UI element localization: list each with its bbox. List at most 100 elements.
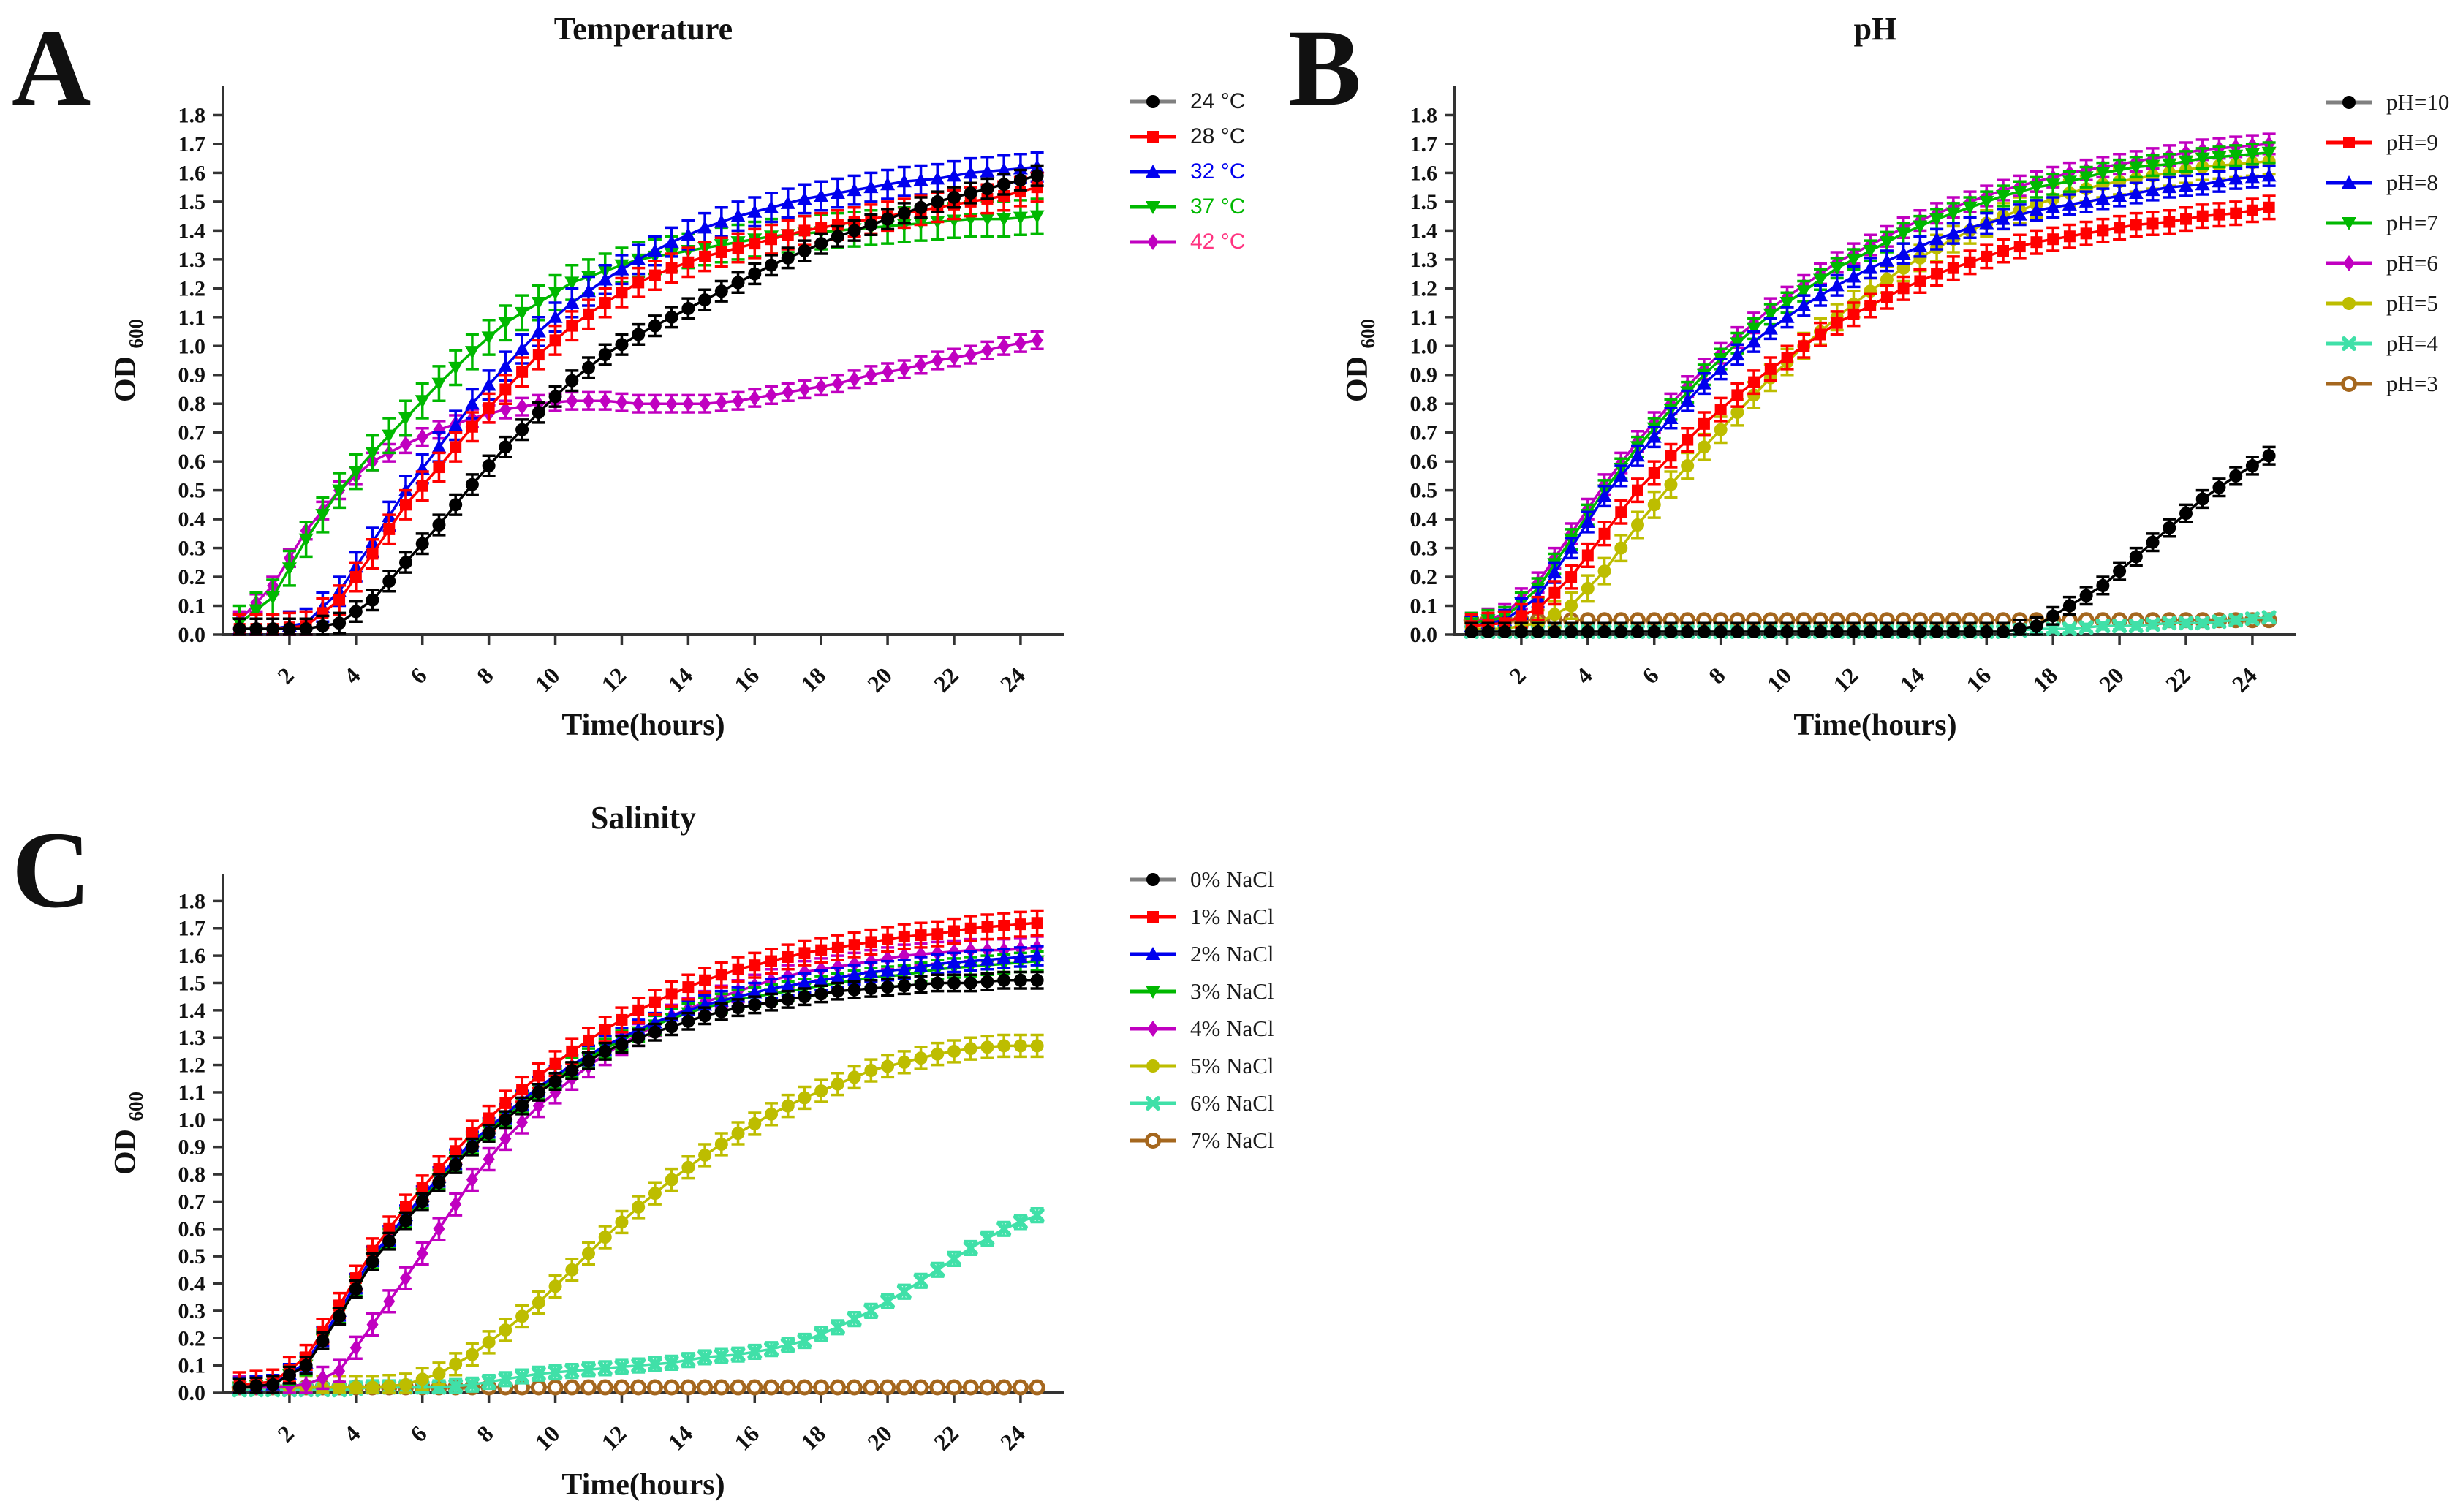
triangle-up-marker xyxy=(581,284,596,298)
circle-marker xyxy=(1030,169,1044,183)
open-circle-marker xyxy=(929,1379,946,1396)
triangle-up-marker xyxy=(2195,177,2210,191)
triangle-down-marker xyxy=(2112,164,2127,178)
circle-marker xyxy=(1030,1039,1044,1053)
open-circle-marker xyxy=(880,1379,896,1396)
open-circle-marker xyxy=(1145,1133,1161,1149)
circle-marker xyxy=(482,1127,496,1140)
circle-marker xyxy=(415,1195,429,1209)
circle-marker xyxy=(2096,578,2110,592)
square-marker xyxy=(831,219,844,231)
x-marker xyxy=(797,1334,812,1348)
diamond-legend-icon xyxy=(2326,255,2372,271)
triangle-up-marker xyxy=(647,243,662,257)
x-tick-label: 4 xyxy=(338,662,366,689)
x-marker xyxy=(996,1221,1012,1236)
triangle-down-marker xyxy=(448,361,464,375)
circle-marker xyxy=(299,1358,313,1372)
y-tick-label: 0.3 xyxy=(178,537,206,561)
square-marker xyxy=(848,939,860,951)
triangle-down-marker xyxy=(2342,217,2356,230)
diamond-marker xyxy=(1147,1021,1159,1037)
triangle-down-marker xyxy=(1879,236,1894,250)
legend-label: pH=3 xyxy=(2386,371,2438,396)
diamond-marker xyxy=(583,393,594,409)
y-tick-label: 1.4 xyxy=(178,219,206,243)
y-tick-label: 1.0 xyxy=(1410,334,1438,358)
square-marker xyxy=(450,1145,462,1157)
x-marker xyxy=(448,1378,464,1394)
circle-marker xyxy=(980,1040,994,1054)
triangle-up-marker xyxy=(1614,468,1629,482)
x-tick-label: 14 xyxy=(662,1420,697,1455)
circle-marker xyxy=(781,992,795,1006)
circle-legend-icon xyxy=(1130,873,1176,886)
circle-marker xyxy=(582,360,595,374)
circle-marker xyxy=(798,244,812,257)
x-tick-label: 8 xyxy=(472,662,499,689)
circle-marker xyxy=(1597,625,1611,639)
circle-marker xyxy=(349,1282,363,1296)
circle-marker xyxy=(847,224,861,238)
open-circle-marker xyxy=(896,1379,912,1396)
open-circle-marker xyxy=(564,1379,580,1396)
diamond-marker xyxy=(831,959,844,975)
triangle-down-marker xyxy=(1929,213,1945,227)
circle-marker xyxy=(798,1091,812,1105)
y-tick-label: 0.4 xyxy=(178,1272,206,1296)
triangle-up-marker xyxy=(697,220,713,234)
diamond-marker xyxy=(749,390,761,407)
triangle-up-marker xyxy=(2095,191,2111,205)
square-marker xyxy=(433,1163,445,1175)
square-legend-icon xyxy=(1130,131,1176,143)
x-tick-label: 6 xyxy=(405,1420,432,1447)
circle-marker xyxy=(1647,498,1661,512)
circle-marker xyxy=(615,1215,629,1229)
circle-marker xyxy=(349,605,363,619)
legend-label: 7% NaCl xyxy=(1190,1127,1274,1153)
diamond-marker xyxy=(948,943,960,960)
y-tick-label: 1.1 xyxy=(178,1081,206,1105)
square-marker xyxy=(466,420,478,433)
y-tick-label: 0.8 xyxy=(178,1163,206,1187)
square-marker xyxy=(1997,245,2009,257)
x-tick-label: 10 xyxy=(529,662,564,697)
triangle-up-marker xyxy=(2342,175,2356,189)
y-tick-label: 0.5 xyxy=(178,479,206,503)
square-marker xyxy=(366,548,379,560)
y-tick-label: 0.0 xyxy=(1410,623,1438,647)
triangle-up-marker xyxy=(531,324,546,338)
circle-marker xyxy=(897,979,911,993)
square-marker xyxy=(1648,466,1660,479)
triangle-down-marker xyxy=(1913,220,1928,234)
x-legend-icon xyxy=(1130,1096,1176,1111)
circle-marker xyxy=(1581,625,1595,639)
triangle-down-marker xyxy=(1146,201,1160,214)
square-marker xyxy=(1581,549,1594,562)
square-marker xyxy=(1682,434,1694,446)
salinity-chart: 0.0 0.1 0.2 0.3 0.4 0.5 0.6 0.7 0.8 0.9 1.0 1.1 1.2 1… xyxy=(109,874,1064,1456)
open-circle-marker xyxy=(547,1379,564,1396)
triangle-down-marker xyxy=(2128,161,2144,175)
x-tick-label: 24 xyxy=(995,662,1030,697)
y-tick-label: 1.6 xyxy=(178,944,206,968)
square-marker xyxy=(2146,217,2159,230)
diamond-marker xyxy=(632,396,645,412)
circle-marker xyxy=(931,1047,945,1061)
open-circle-legend-icon xyxy=(1130,1133,1176,1149)
circle-marker xyxy=(449,1157,463,1171)
square-marker xyxy=(2013,241,2026,253)
square-marker xyxy=(1515,610,1527,622)
legend-label: pH=8 xyxy=(2386,170,2438,195)
legend-item-pH=5: pH=5 xyxy=(2323,290,2449,317)
triangle-down-marker xyxy=(1763,308,1778,322)
diamond-legend-icon xyxy=(1130,1021,1176,1037)
circle-marker xyxy=(714,1137,728,1151)
y-tick-label: 0.8 xyxy=(1410,392,1438,416)
open-circle-marker xyxy=(962,1379,979,1396)
x-marker xyxy=(498,1372,513,1387)
circle-marker xyxy=(931,194,945,208)
circle-marker xyxy=(947,190,961,204)
circle-marker xyxy=(1565,599,1578,613)
circle-marker xyxy=(997,178,1011,192)
